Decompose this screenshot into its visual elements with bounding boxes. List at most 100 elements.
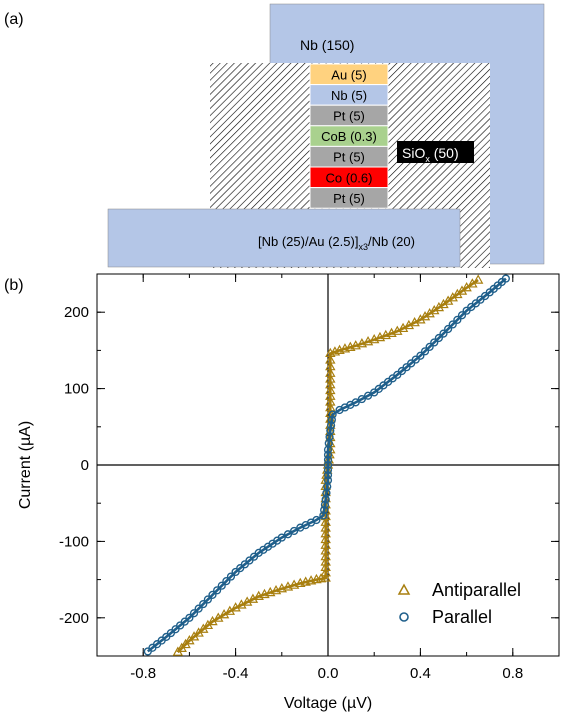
fit-line-parallel <box>146 277 507 653</box>
y-tick-label: 0 <box>81 457 89 474</box>
data-point <box>282 581 294 591</box>
data-point <box>323 460 333 470</box>
data-point <box>323 455 333 465</box>
legend-label: Antiparallel <box>432 580 521 600</box>
data-point <box>325 354 336 364</box>
panel-a-label: (a) <box>4 11 24 28</box>
legend: Antiparallel Parallel <box>397 580 521 627</box>
series-parallel <box>143 274 510 656</box>
data-point <box>419 311 431 321</box>
insulator-label-box <box>397 141 474 163</box>
data-point <box>434 333 443 343</box>
x-tick-label: 0.8 <box>502 665 523 682</box>
y-tick-label: -100 <box>59 533 89 550</box>
insulator-label: SiOx (50) <box>402 145 459 164</box>
data-point <box>323 465 333 475</box>
data-point <box>328 410 337 419</box>
data-point <box>208 590 217 599</box>
data-point <box>326 421 336 430</box>
legend-label: Parallel <box>432 607 492 627</box>
layer-label-3: CoB (0.3) <box>321 129 377 144</box>
data-point <box>320 505 329 515</box>
data-point <box>444 324 453 334</box>
data-point <box>433 301 445 312</box>
data-point <box>312 515 321 525</box>
data-point <box>357 394 366 404</box>
data-point <box>320 550 331 561</box>
data-point <box>276 583 288 593</box>
data-point <box>448 320 457 329</box>
data-point <box>283 530 293 539</box>
layer-label-6: Pt (5) <box>333 191 365 206</box>
data-point <box>320 516 331 526</box>
data-point <box>325 396 336 406</box>
y-tick-label: 100 <box>64 381 89 398</box>
panel-b-iv-chart: (b) -0.8 -0.4 0.0 0.4 0.8 -200 -100 0 100 200 Ant… <box>4 273 560 712</box>
data-point <box>415 314 426 324</box>
data-point <box>351 398 360 407</box>
data-point <box>363 391 373 400</box>
data-point <box>199 599 208 609</box>
data-point <box>362 336 374 346</box>
data-point <box>320 522 331 532</box>
bottom-electrode-label: [Nb (25)/Au (2.5)]x3/Nb (20) <box>258 234 415 252</box>
data-point <box>439 329 448 338</box>
data-point <box>472 274 484 284</box>
data-point <box>425 342 434 351</box>
data-point <box>203 595 212 604</box>
data-point <box>222 577 231 586</box>
data-point <box>325 367 336 377</box>
data-point <box>327 415 336 425</box>
y-tick-label: 200 <box>64 304 89 321</box>
panel-b-label: (b) <box>4 277 24 294</box>
data-point <box>325 373 336 383</box>
legend-marker <box>397 583 411 595</box>
bottom-electrode <box>107 208 461 268</box>
panel-a-stack-diagram: (a) Nb (150) [Nb (25)/Au (2.5)]x3/Nb (20… <box>4 3 545 268</box>
x-axis-label: Voltage (µV) <box>284 695 372 712</box>
data-point <box>350 340 361 350</box>
data-point <box>319 511 328 520</box>
data-point <box>189 609 199 618</box>
layer-label-1: Nb (5) <box>331 88 367 103</box>
x-tick-label: -0.8 <box>130 665 156 682</box>
data-point <box>194 604 203 613</box>
data-point <box>217 581 226 590</box>
layer-label-0: Au (5) <box>331 67 366 82</box>
data-point <box>288 579 300 589</box>
data-point <box>320 561 331 571</box>
layer-label-4: Pt (5) <box>333 150 365 165</box>
data-point <box>501 274 510 283</box>
data-point <box>226 572 236 581</box>
data-series <box>143 274 510 656</box>
data-point <box>320 572 331 582</box>
axis-ticks: -0.8 -0.4 0.0 0.4 0.8 -200 -100 0 100 200 <box>59 273 560 682</box>
data-point <box>325 360 336 371</box>
data-point <box>429 304 440 315</box>
layer-6 <box>309 187 389 209</box>
data-point <box>326 426 335 435</box>
data-point <box>320 556 331 566</box>
layer-label-2: Pt (5) <box>333 109 365 124</box>
y-tick-label: -200 <box>59 610 89 627</box>
data-point <box>416 351 425 360</box>
data-point <box>320 539 331 549</box>
data-point <box>290 526 299 536</box>
data-point <box>320 566 331 577</box>
data-point <box>213 586 222 595</box>
layer-label-5: Co (0.6) <box>326 170 373 185</box>
data-point <box>277 533 286 542</box>
data-point <box>320 545 331 555</box>
data-point <box>320 533 331 544</box>
data-point <box>325 379 336 389</box>
data-point <box>453 315 462 324</box>
x-tick-label: 0.4 <box>410 665 431 682</box>
data-point <box>325 384 336 395</box>
top-electrode-label: Nb (150) <box>300 37 354 53</box>
data-point <box>323 471 333 480</box>
data-point <box>320 528 331 538</box>
x-tick-label: 0.0 <box>318 665 339 682</box>
data-point <box>424 308 435 318</box>
x-tick-label: -0.4 <box>223 665 249 682</box>
